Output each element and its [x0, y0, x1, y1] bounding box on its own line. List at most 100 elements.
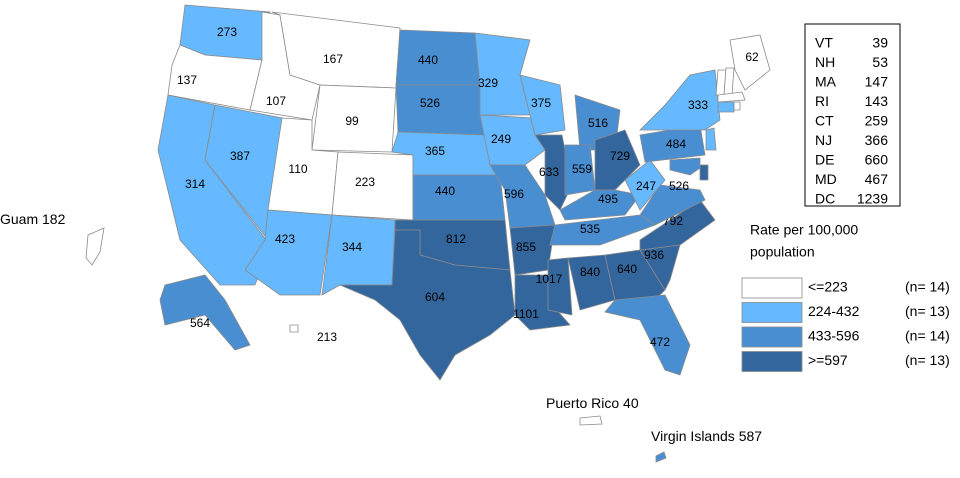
inset-value: 147 — [865, 74, 889, 90]
legend-swatch — [741, 351, 803, 372]
state-value: 223 — [355, 175, 375, 189]
state-value: 526 — [669, 179, 689, 193]
state — [321, 214, 396, 296]
legend-swatch — [741, 302, 803, 323]
state — [395, 84, 486, 136]
state-value: 1101 — [513, 307, 539, 321]
state-value: 387 — [230, 149, 250, 163]
state — [624, 159, 666, 211]
state — [519, 74, 566, 136]
state-value: 440 — [435, 184, 455, 198]
territory — [655, 451, 667, 463]
small-state — [699, 164, 709, 181]
state — [474, 32, 531, 116]
inset-label: MD — [815, 171, 837, 187]
state-value: 640 — [617, 262, 637, 276]
territory-label: Guam 182 — [0, 211, 66, 227]
state — [289, 324, 299, 333]
state-value: 99 — [345, 114, 359, 128]
legend-label: >=597 — [808, 352, 848, 368]
territory-value: 182 — [42, 211, 66, 227]
small-state — [717, 91, 746, 103]
state-value: 564 — [190, 316, 210, 330]
legend-label: <=223 — [808, 279, 848, 295]
state-value: 559 — [572, 162, 592, 176]
inset-label: NH — [815, 54, 835, 70]
state-value: 936 — [644, 248, 664, 262]
legend-title: Rate per 100,000 — [750, 222, 858, 238]
legend-title: population — [750, 244, 815, 260]
state-value: 107 — [266, 94, 286, 108]
legend-count: (n= 13) — [905, 303, 950, 319]
state-value: 249 — [491, 132, 511, 146]
inset-value: 1239 — [857, 191, 888, 207]
inset-value: 53 — [872, 54, 888, 70]
small-state — [733, 101, 741, 111]
small-state — [705, 127, 717, 151]
state-value: 604 — [425, 290, 445, 304]
legend-label: 433-596 — [808, 328, 860, 344]
state — [547, 257, 573, 316]
state — [412, 174, 506, 221]
inset-value: 143 — [865, 93, 889, 109]
state-value: 516 — [588, 116, 608, 130]
state-value: 273 — [217, 25, 237, 39]
state-value: 137 — [177, 73, 197, 87]
state-value: 840 — [580, 265, 600, 279]
state — [549, 214, 656, 246]
territory-value: 587 — [739, 428, 763, 444]
small-state — [723, 67, 735, 96]
state — [604, 294, 691, 376]
state-value: 1017 — [536, 272, 563, 286]
state-value: 535 — [580, 222, 600, 236]
state-value: 247 — [636, 179, 656, 193]
state-value: 167 — [323, 52, 343, 66]
state-value: 329 — [478, 76, 498, 90]
state-value: 365 — [425, 144, 445, 158]
state — [639, 69, 721, 131]
territory-label: Puerto Rico 40 — [546, 395, 639, 411]
small-state — [669, 157, 701, 176]
legend-swatch — [741, 277, 803, 299]
state-value: 484 — [666, 137, 686, 151]
territory-label: Virgin Islands 587 — [651, 428, 762, 444]
inset-value: 39 — [872, 35, 888, 51]
territory-name: Virgin Islands — [651, 428, 735, 444]
state-value: 596 — [504, 187, 524, 201]
state-value: 729 — [610, 149, 630, 163]
state — [159, 274, 251, 351]
territory-name: Guam — [0, 211, 38, 227]
inset-label: MA — [815, 74, 837, 90]
inset-label: DE — [815, 152, 834, 168]
territory — [579, 415, 603, 426]
state-value: 633 — [539, 165, 559, 179]
state-value: 314 — [185, 177, 205, 191]
state-value: 213 — [317, 330, 337, 344]
state-value: 333 — [688, 98, 708, 112]
legend-count: (n= 13) — [905, 352, 950, 368]
state — [339, 229, 516, 381]
state-value: 855 — [516, 240, 536, 254]
small-state — [717, 101, 735, 113]
state — [729, 34, 771, 91]
state-value: 62 — [745, 50, 759, 64]
inset-label: RI — [815, 93, 829, 109]
legend-count: (n= 14) — [905, 279, 950, 295]
inset-value: 259 — [865, 113, 889, 129]
state-value: 375 — [531, 96, 551, 110]
legend-swatch — [741, 326, 803, 348]
inset-value: 660 — [865, 152, 889, 168]
inset-label: NJ — [815, 132, 832, 148]
legend-label: 224-432 — [808, 303, 860, 319]
state-value: 440 — [418, 53, 438, 67]
inset-label: VT — [815, 35, 833, 51]
territory-value: 40 — [623, 395, 639, 411]
state-value: 526 — [420, 96, 440, 110]
state-value: 344 — [342, 240, 362, 254]
state-value: 110 — [288, 162, 307, 176]
state-value: 495 — [598, 192, 618, 206]
inset-label: CT — [815, 113, 834, 129]
inset-value: 467 — [865, 171, 889, 187]
state-value: 423 — [275, 232, 295, 246]
